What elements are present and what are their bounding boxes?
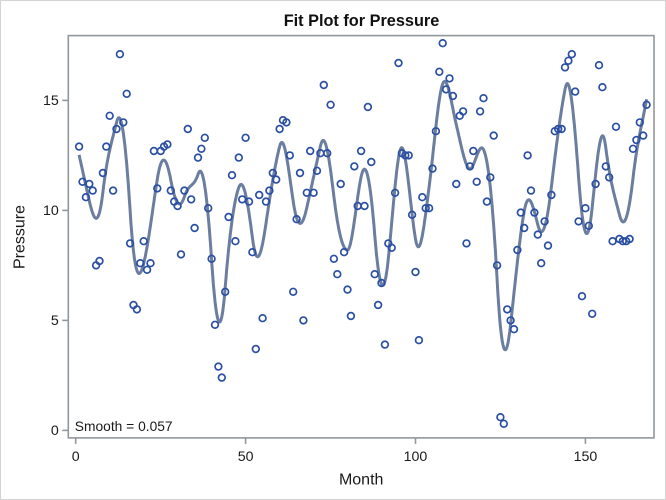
- svg-text:Month: Month: [339, 472, 383, 489]
- svg-text:150: 150: [574, 449, 598, 465]
- svg-text:5: 5: [51, 313, 59, 329]
- svg-text:Fit Plot for Pressure: Fit Plot for Pressure: [284, 12, 440, 30]
- svg-text:Pressure: Pressure: [11, 205, 28, 269]
- svg-text:15: 15: [43, 93, 59, 109]
- svg-text:100: 100: [404, 449, 428, 465]
- svg-text:Smooth = 0.057: Smooth = 0.057: [75, 419, 173, 434]
- svg-text:0: 0: [51, 423, 59, 439]
- svg-text:50: 50: [238, 449, 254, 465]
- svg-text:10: 10: [43, 203, 59, 219]
- svg-text:0: 0: [72, 449, 80, 465]
